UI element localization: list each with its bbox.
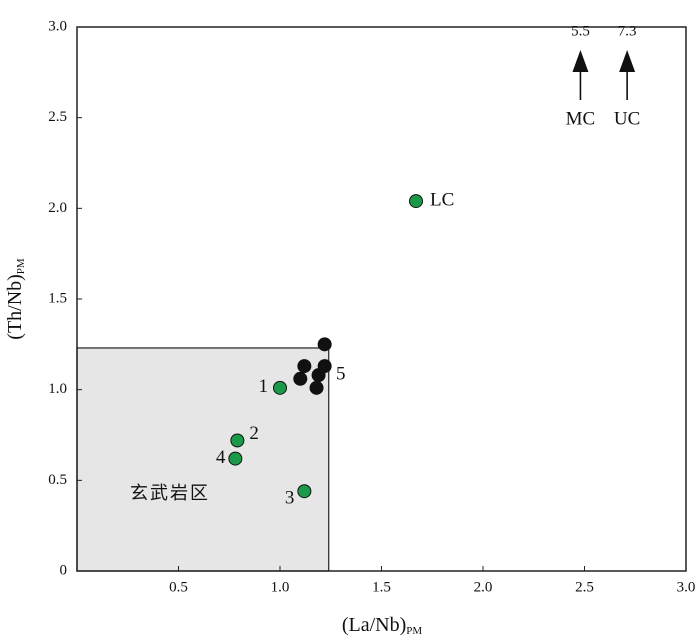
data-point: [297, 359, 312, 374]
point-label: LC: [430, 189, 454, 210]
x-label-text: (La/Nb): [342, 614, 406, 636]
arrow-name: MC: [566, 108, 596, 129]
y-label-text: (Th/Nb): [4, 274, 26, 340]
x-tick-label: 1.0: [271, 579, 290, 595]
arrow-head: [572, 50, 589, 72]
data-point: [317, 337, 332, 352]
x-tick-label: 1.5: [372, 579, 391, 595]
y-tick-label: 0: [60, 562, 68, 578]
y-tick-label: 1.0: [48, 381, 67, 397]
arrow-value: 7.3: [618, 23, 637, 39]
basalt-field: [76, 347, 330, 572]
data-point: [230, 433, 245, 448]
arrow-head: [619, 50, 636, 72]
y-tick-label: 1.5: [48, 290, 67, 306]
x-tick-label: 3.0: [677, 579, 696, 595]
arrow-value: 5.5: [571, 23, 590, 39]
x-axis-label: (La/Nb)PM: [342, 614, 423, 637]
group-label: 5: [336, 363, 346, 384]
data-point: [309, 380, 324, 395]
y-tick-label: 2.5: [48, 109, 67, 125]
data-point: [293, 371, 308, 386]
data-point: [273, 380, 287, 395]
x-tick-label: 0.5: [169, 579, 188, 595]
y-tick-label: 2.0: [48, 200, 67, 216]
y-tick-label: 0.5: [48, 472, 67, 488]
point-label: 1: [259, 376, 269, 397]
point-label: 3: [285, 488, 295, 509]
y-tick-label: 3.0: [48, 18, 67, 34]
data-point: [311, 368, 326, 383]
point-label: 4: [216, 447, 226, 468]
x-label-sub: PM: [406, 625, 422, 637]
data-point: [228, 451, 243, 466]
data-point: [409, 194, 424, 209]
arrow-name: UC: [614, 108, 640, 129]
data-point: [297, 484, 312, 499]
y-label-sub: PM: [15, 258, 27, 274]
x-tick-label: 2.0: [474, 579, 493, 595]
x-tick-label: 2.5: [575, 579, 594, 595]
y-axis-label: (Th/Nb)PM: [4, 258, 27, 340]
point-label: 2: [249, 423, 259, 444]
field-label: 玄武岩区: [130, 483, 210, 504]
